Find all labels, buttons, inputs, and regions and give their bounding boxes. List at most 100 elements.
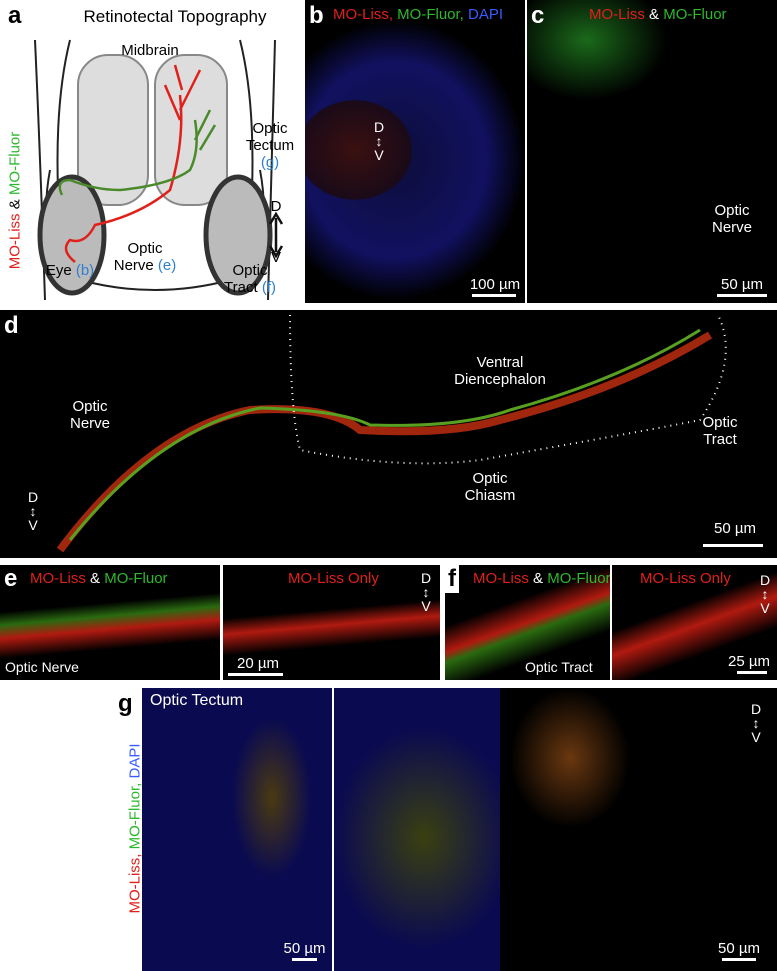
text: Tract [703, 431, 737, 448]
label: Optic Nerve [702, 202, 762, 236]
scale-label: 50 µm [718, 940, 760, 957]
text: (e) [157, 257, 177, 274]
green-axon [58, 109, 217, 196]
text: D [373, 119, 385, 135]
text: MO-Fluor [547, 570, 610, 587]
text: Optic [232, 262, 268, 279]
dye-label: MO-Liss & MO-Fluor [7, 116, 24, 286]
text: Ventral [476, 354, 524, 371]
text: V [270, 249, 281, 266]
text: D [270, 198, 282, 215]
text: D [27, 489, 39, 505]
panel-e-red: MO-Liss Only D ↕ V 20 µm [223, 565, 440, 680]
text: MO-Liss [6, 213, 24, 270]
text: & [533, 570, 544, 587]
red-axon [64, 64, 202, 263]
channels: MO-Liss, MO-Fluor, DAPI [333, 6, 503, 23]
label: Midbrain [121, 42, 179, 59]
text: Optic [127, 240, 163, 257]
dv: D ↕ V [373, 119, 385, 163]
channels: MO-Liss & MO-Fluor [589, 6, 727, 23]
panel-letter: b [309, 2, 324, 29]
panel-a: a Retinotectal Topography Midbrain Optic… [0, 0, 305, 305]
panel-letter: e [4, 565, 18, 592]
label: Ventral Diencephalon [440, 354, 560, 388]
eye-left [37, 174, 107, 296]
text: V [751, 729, 761, 745]
text: V [374, 147, 384, 163]
schematic [34, 39, 284, 301]
label: Optic Tectum [150, 692, 244, 709]
text: V [28, 517, 38, 533]
panel-g-split [500, 688, 777, 971]
panel-letter: a [8, 2, 22, 29]
scale-bar [228, 673, 283, 676]
fibers [56, 314, 727, 553]
text: Optic [72, 398, 108, 415]
tectum-left [77, 54, 149, 206]
text: & [6, 199, 24, 210]
text: V [421, 598, 431, 614]
label: Optic Tract [525, 659, 593, 675]
eye-right [203, 174, 273, 296]
text: (b) [75, 262, 95, 279]
scale-bar [722, 958, 756, 961]
panel-letter: g [118, 690, 133, 717]
text: (f) [261, 279, 276, 296]
dv: D ↕ V [27, 489, 39, 533]
text: MO-Fluor [663, 6, 727, 23]
panel-f-merge: f MO-Liss & MO-Fluor Optic Tract [445, 565, 610, 680]
outline [289, 314, 727, 465]
text: MO-Fluor, [126, 782, 144, 850]
scale-label: 25 µm [728, 653, 770, 670]
label: Optic Tectum (g) [240, 120, 300, 171]
text: MO-Fluor [104, 570, 168, 587]
text: MO-Fluor, [397, 6, 464, 23]
text: (g) [260, 154, 280, 171]
text: Diencephalon [454, 371, 546, 388]
panel-c: c MO-Liss & MO-Fluor Optic Nerve 50 µm [527, 0, 777, 303]
text: Eye [45, 262, 72, 279]
tectum-right [154, 54, 228, 206]
green-fibers [68, 328, 701, 541]
scale-bar [737, 671, 767, 674]
text: D [750, 701, 762, 717]
panel-b: b MO-Liss, MO-Fluor, DAPI D ↕ V 100 µm [305, 0, 525, 303]
channel: MO-Liss Only [640, 570, 731, 587]
text: MO-Liss [473, 570, 529, 587]
panel-letter: f [445, 565, 459, 593]
text: MO-Liss, [333, 6, 393, 23]
text: Optic [252, 120, 288, 137]
channels: MO-Liss & MO-Fluor [473, 570, 610, 587]
text: Chiasm [464, 487, 516, 504]
label: Optic Chiasm [460, 470, 520, 504]
text: Optic [702, 414, 738, 431]
panel-g-merge: D ↕ V 50 µm [334, 688, 777, 971]
scale-bar [292, 958, 317, 961]
panel-g-overview: Optic Tectum 50 µm [142, 688, 332, 971]
text: Nerve [69, 415, 110, 432]
scale-label: 100 µm [469, 276, 521, 293]
scale-label: 50 µm [721, 276, 763, 293]
text: Tectum [245, 137, 295, 154]
text: & [649, 6, 660, 23]
dv: D ↕ V [750, 701, 762, 745]
scale-label: 50 µm [283, 940, 326, 957]
text: DAPI [468, 6, 504, 23]
text: D [420, 570, 432, 586]
dv: D ↕ V [420, 570, 432, 614]
text: MO-Liss [30, 570, 86, 587]
scale-bar [717, 294, 767, 297]
dv: D ↕ V [759, 572, 771, 616]
text: MO-Liss [589, 6, 645, 23]
panel-letter: d [4, 312, 19, 339]
label: Optic Nerve [60, 398, 120, 432]
dv-arrow [268, 211, 284, 259]
label: Optic Tract [690, 414, 750, 448]
text: Nerve [711, 219, 752, 236]
panel-d: d Ventral Diencephalon Optic Nerve Optic Tr… [0, 310, 777, 558]
label: Optic Nerve [5, 659, 79, 675]
text: Optic [714, 202, 750, 219]
channels: MO-Liss & MO-Fluor [30, 570, 168, 587]
text: V [760, 600, 770, 616]
